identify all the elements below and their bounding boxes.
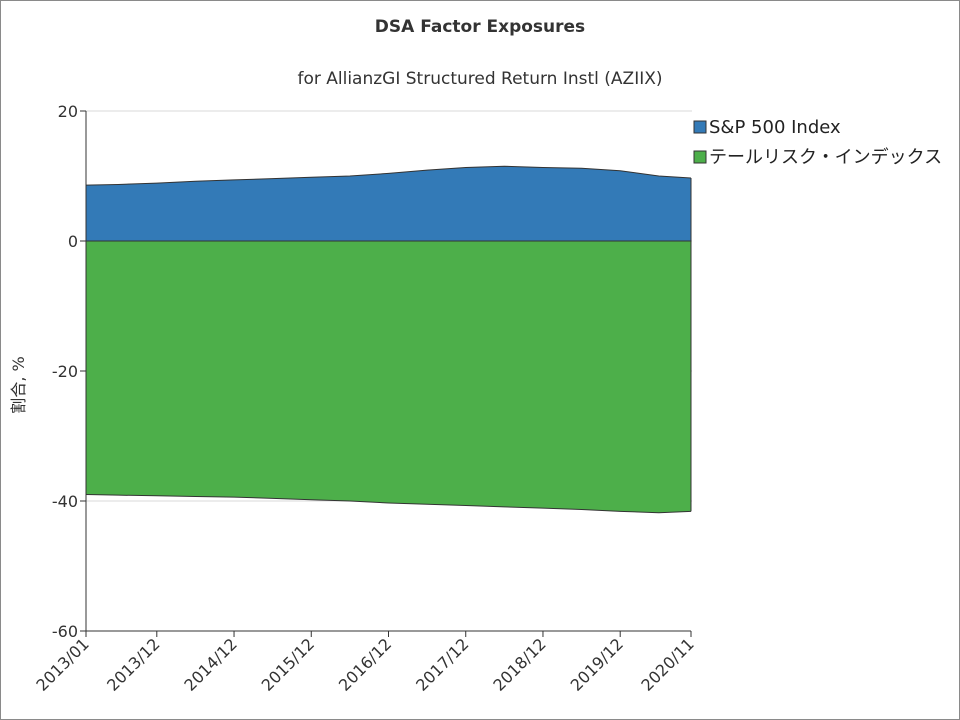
chart-title: DSA Factor Exposures <box>374 17 586 37</box>
x-tick-label: 2016/12 <box>335 634 395 694</box>
series-line-2 <box>85 494 692 514</box>
legend-label: テールリスク・インデックス <box>709 147 942 168</box>
y-axis-label: 割合, % <box>9 356 28 413</box>
x-tick-label: 2013/12 <box>103 634 163 694</box>
chart-subtitle: for AllianzGI Structured Return Instl (A… <box>297 69 663 89</box>
y-tick-label: 0 <box>68 232 78 251</box>
x-tick-label: 2014/12 <box>180 634 240 694</box>
y-tick-label: -40 <box>52 492 78 511</box>
y-tick-label: -60 <box>52 622 78 641</box>
x-tick-labels: 2013/01 2013/12 2014/12 2015/12 2016/12 2017/… <box>32 631 698 695</box>
legend-swatch <box>693 150 707 164</box>
y-tick-label: -20 <box>52 362 78 381</box>
x-tick-label: 2015/12 <box>258 634 318 694</box>
series-line-1 <box>85 165 692 186</box>
legend: S&P 500 Index テールリスク・インデックス <box>693 117 942 168</box>
area-series-2 <box>86 241 691 513</box>
x-tick-label: 2018/12 <box>489 634 549 694</box>
legend-swatch <box>693 120 707 134</box>
x-tick-label: 2017/12 <box>412 634 472 694</box>
x-tick-label: 2019/12 <box>567 634 627 694</box>
x-tick-label: 2020/11 <box>637 634 697 694</box>
legend-label: S&P 500 Index <box>709 117 841 138</box>
y-tick-label: 20 <box>58 102 78 121</box>
x-tick-label: 2013/01 <box>32 634 92 694</box>
area-series <box>85 165 692 514</box>
area-series-1 <box>86 166 691 241</box>
y-tick-labels: 20 0 -20 -40 -60 <box>52 102 86 641</box>
